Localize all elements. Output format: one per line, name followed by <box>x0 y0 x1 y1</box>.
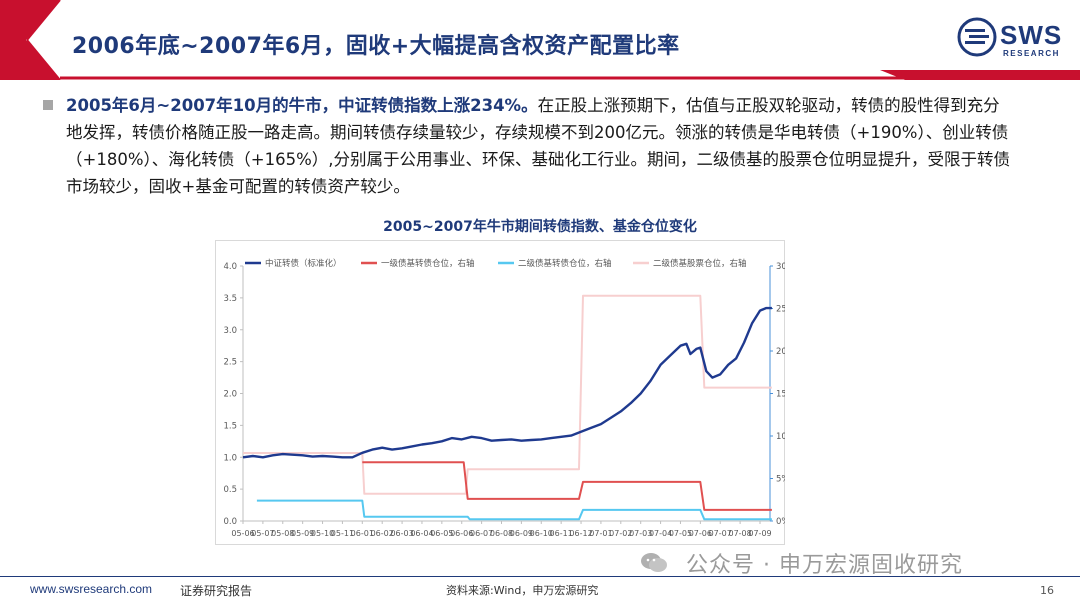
x-tick-label: 06-01 <box>351 529 374 538</box>
series-line-0 <box>242 306 772 459</box>
y-left-tick-label: 0.5 <box>223 485 237 495</box>
footer-report-label: 证券研究报告 <box>180 584 253 598</box>
chart-frame <box>215 240 785 545</box>
footer-url-link[interactable]: www.swsresearch.com <box>30 582 153 596</box>
x-tick-label: 06-03 <box>390 529 413 538</box>
y-left-tick-label: 0.0 <box>223 517 237 527</box>
legend-label-1: 一级债基转债仓位，右轴 <box>381 258 475 269</box>
body-highlight: 2005年6月~2007年10月的牛市，中证转债指数上涨234%。 <box>66 96 538 115</box>
y-right-tick-label: 5% <box>776 475 785 485</box>
x-tick-label: 05-08 <box>271 529 294 538</box>
y-left-tick-label: 4.0 <box>223 262 237 272</box>
header-bar <box>0 0 1080 81</box>
bullet-square-icon <box>43 100 53 110</box>
y-right-tick-label: 25% <box>776 305 785 315</box>
x-tick-label: 07-03 <box>629 529 652 538</box>
x-tick-label: 06-10 <box>530 529 553 538</box>
y-left-tick-label: 3.0 <box>223 326 237 336</box>
header-decoration <box>0 0 1080 81</box>
legend-label-3: 二级债基股票仓位，右轴 <box>653 258 747 269</box>
chart-title: 2005~2007年牛市期间转债指数、基金仓位变化 <box>383 219 697 235</box>
page-title: 2006年底~2007年6月，固收+大幅提高含权资产配置比率 <box>72 34 680 59</box>
logo-subtext: RESEARCH <box>1003 49 1060 58</box>
footer-divider <box>0 576 1080 577</box>
y-left-tick-label: 2.0 <box>223 390 237 400</box>
sws-logo-icon <box>957 17 997 57</box>
x-tick-label: 07-02 <box>609 529 632 538</box>
x-tick-label: 06-09 <box>510 529 533 538</box>
x-tick-label: 06-11 <box>550 529 573 538</box>
body-text: 在正股上涨预期下，估值与正股双轮驱动，转债的股性得到充分地发挥，转债价格随正股一… <box>66 96 1010 196</box>
x-tick-label: 05-09 <box>291 529 314 538</box>
series-line-1 <box>362 461 772 511</box>
x-tick-label: 06-02 <box>371 529 394 538</box>
legend-label-0: 中证转债（标准化） <box>265 258 342 269</box>
wechat-icon <box>640 552 668 574</box>
x-tick-label: 05-11 <box>331 529 354 538</box>
y-right-tick-label: 0% <box>776 517 785 527</box>
y-right-tick-label: 10% <box>776 432 785 442</box>
x-tick-label: 07-07 <box>709 529 732 538</box>
y-right-tick-label: 30% <box>776 262 785 272</box>
x-tick-label: 06-05 <box>430 529 453 538</box>
legend-label-2: 二级债基转债仓位，右轴 <box>518 258 612 269</box>
x-tick-label: 05-06 <box>231 529 254 538</box>
x-tick-label: 06-06 <box>450 529 473 538</box>
footer-source: 资料来源:Wind，申万宏源研究 <box>446 584 599 597</box>
x-tick-label: 07-06 <box>689 529 712 538</box>
series-line-3 <box>243 294 772 495</box>
x-tick-label: 07-09 <box>748 529 771 538</box>
page-number: 16 <box>1040 584 1054 597</box>
series-line-2 <box>256 499 772 521</box>
body-paragraph: 2005年6月~2007年10月的牛市，中证转债指数上涨234%。在正股上涨预期… <box>66 92 1016 200</box>
x-tick-label: 07-01 <box>589 529 612 538</box>
line-chart: 0.0 0.5 1.0 1.5 2.0 2.5 3.0 3.5 4.0 0% 5% 10% 15% 20%… <box>215 240 785 545</box>
x-tick-label: 07-05 <box>669 529 692 538</box>
watermark-text: 公众号 · 申万宏源固收研究 <box>686 553 963 578</box>
x-tick-label: 07-08 <box>728 529 751 538</box>
x-tick-label: 06-08 <box>490 529 513 538</box>
y-right-tick-label: 20% <box>776 347 785 357</box>
x-tick-label: 06-12 <box>569 529 592 538</box>
x-tick-label: 07-04 <box>649 529 672 538</box>
x-tick-label: 05-07 <box>251 529 274 538</box>
logo-text: SWS <box>1000 20 1063 50</box>
x-tick-label: 06-07 <box>470 529 493 538</box>
x-tick-label: 06-04 <box>410 529 433 538</box>
y-left-tick-label: 1.5 <box>223 421 237 431</box>
y-left-tick-label: 1.0 <box>223 453 237 463</box>
y-right-tick-label: 15% <box>776 390 785 400</box>
y-left-tick-label: 2.5 <box>223 358 237 368</box>
x-tick-label: 05-10 <box>311 529 334 538</box>
y-left-tick-label: 3.5 <box>223 294 237 304</box>
